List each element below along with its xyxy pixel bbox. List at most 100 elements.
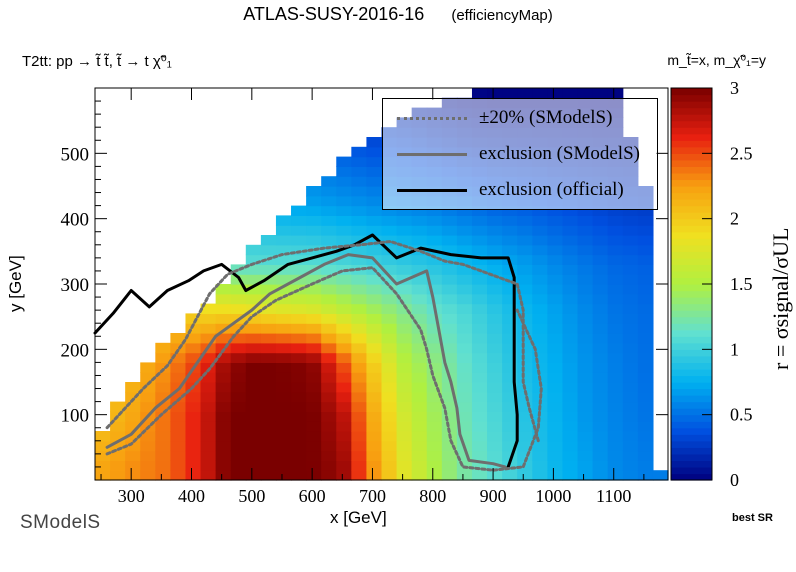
heatmap-cell bbox=[487, 264, 503, 275]
heatmap-cell bbox=[411, 440, 428, 452]
heatmap-cell bbox=[200, 411, 217, 422]
heatmap-cell bbox=[562, 293, 579, 305]
heatmap-cell bbox=[95, 460, 111, 471]
heatmap-cell bbox=[155, 401, 171, 412]
color-bar-segment bbox=[671, 192, 712, 200]
heatmap-cell bbox=[607, 401, 624, 412]
heatmap-cell bbox=[230, 401, 247, 412]
heatmap-cell bbox=[502, 225, 518, 236]
heatmap-cell bbox=[140, 431, 156, 442]
heatmap-cell bbox=[351, 470, 368, 481]
color-bar-segment bbox=[671, 257, 712, 265]
heatmap-cell bbox=[155, 440, 171, 452]
heatmap-cell bbox=[471, 215, 488, 226]
heatmap-cell bbox=[260, 391, 277, 403]
heatmap-cell bbox=[275, 284, 292, 295]
heatmap-cell bbox=[562, 362, 579, 373]
color-bar-segment bbox=[671, 414, 712, 422]
heatmap-cell bbox=[275, 342, 292, 354]
x-tick-label: 500 bbox=[238, 486, 265, 506]
heatmap-cell bbox=[547, 313, 564, 324]
contour-lines bbox=[93, 233, 543, 472]
heatmap-cell bbox=[336, 323, 352, 334]
heatmap-cell bbox=[562, 323, 579, 334]
heatmap-cell bbox=[396, 440, 413, 452]
heatmap-cell bbox=[321, 284, 337, 295]
heatmap-cell bbox=[411, 401, 428, 412]
heatmap-cell bbox=[245, 352, 262, 363]
heatmap-cell bbox=[471, 225, 488, 236]
chart-title: ATLAS-SUSY-2016-16 (efficiencyMap) bbox=[0, 4, 796, 25]
heatmap-cell bbox=[245, 411, 262, 422]
heatmap-cell bbox=[592, 225, 609, 236]
heatmap-cell bbox=[411, 411, 428, 422]
heatmap-cell bbox=[622, 284, 639, 295]
heatmap-cell bbox=[291, 284, 307, 295]
heatmap-cell bbox=[637, 274, 654, 285]
color-bar-segment bbox=[671, 440, 712, 448]
heatmap-cell bbox=[381, 460, 398, 471]
heatmap-cell bbox=[517, 293, 533, 305]
color-bar-segment bbox=[671, 270, 712, 279]
heatmap-cell bbox=[441, 264, 458, 275]
heatmap-cell bbox=[607, 225, 624, 236]
y-tick-label: 100 bbox=[61, 406, 90, 427]
heatmap-cell bbox=[426, 235, 443, 246]
heatmap-cell bbox=[622, 274, 639, 285]
heatmap-cell bbox=[260, 323, 277, 334]
heatmap-cell bbox=[366, 450, 383, 461]
heatmap-cell bbox=[487, 254, 503, 265]
smodels-logo: SModelS bbox=[20, 512, 101, 534]
heatmap-cell bbox=[487, 342, 503, 354]
heatmap-cell bbox=[547, 303, 564, 314]
heatmap-cell bbox=[245, 460, 262, 471]
heatmap-cell bbox=[577, 382, 594, 393]
heatmap-cell bbox=[426, 470, 443, 481]
heatmap-cell bbox=[517, 264, 533, 275]
heatmap-cell bbox=[547, 352, 564, 363]
heatmap-cell bbox=[577, 264, 594, 275]
heatmap-cell bbox=[185, 333, 202, 344]
heatmap-cell bbox=[275, 254, 292, 265]
color-bar-tick-label: 1 bbox=[730, 339, 739, 359]
heatmap-cell bbox=[502, 440, 518, 452]
heatmap-cell bbox=[321, 362, 337, 373]
heatmap-cell bbox=[592, 431, 609, 442]
heatmap-cell bbox=[396, 205, 413, 216]
heatmap-cell bbox=[215, 342, 232, 354]
heatmap-cell bbox=[592, 215, 609, 226]
heatmap-cell bbox=[336, 274, 352, 285]
heatmap-cell bbox=[200, 391, 217, 403]
heatmap-cell bbox=[185, 372, 202, 383]
color-bar-tick-label: 2 bbox=[730, 209, 739, 229]
heatmap-cell bbox=[215, 460, 232, 471]
heatmap-cell bbox=[396, 362, 413, 373]
heatmap-cell bbox=[502, 401, 518, 412]
heatmap-cell bbox=[622, 352, 639, 363]
heatmap-cell bbox=[471, 303, 488, 314]
heatmap-cell bbox=[441, 323, 458, 334]
heatmap-cell bbox=[245, 372, 262, 383]
x-tick-label: 1000 bbox=[535, 486, 571, 506]
heatmap-cell bbox=[532, 440, 548, 452]
heatmap-cell bbox=[517, 440, 533, 452]
color-bar-segment bbox=[671, 453, 712, 461]
heatmap-cell bbox=[140, 372, 156, 383]
heatmap-cell bbox=[381, 440, 398, 452]
heatmap-cell bbox=[125, 401, 141, 412]
heatmap-cell bbox=[336, 431, 352, 442]
heatmap-cell bbox=[426, 342, 443, 354]
heatmap-cell bbox=[321, 391, 337, 403]
color-bar-segment bbox=[671, 336, 712, 344]
heatmap-cell bbox=[260, 235, 277, 246]
heatmap-cell bbox=[592, 401, 609, 412]
heatmap-cell bbox=[396, 470, 413, 481]
heatmap-cell bbox=[230, 342, 247, 354]
heatmap-cell bbox=[532, 460, 548, 471]
heatmap-cell bbox=[306, 323, 322, 334]
heatmap-cell bbox=[366, 215, 383, 226]
contour-exclusion-official bbox=[93, 233, 519, 469]
heatmap-cell bbox=[607, 372, 624, 383]
heatmap-cell bbox=[321, 186, 337, 197]
heatmap-cell bbox=[275, 333, 292, 344]
